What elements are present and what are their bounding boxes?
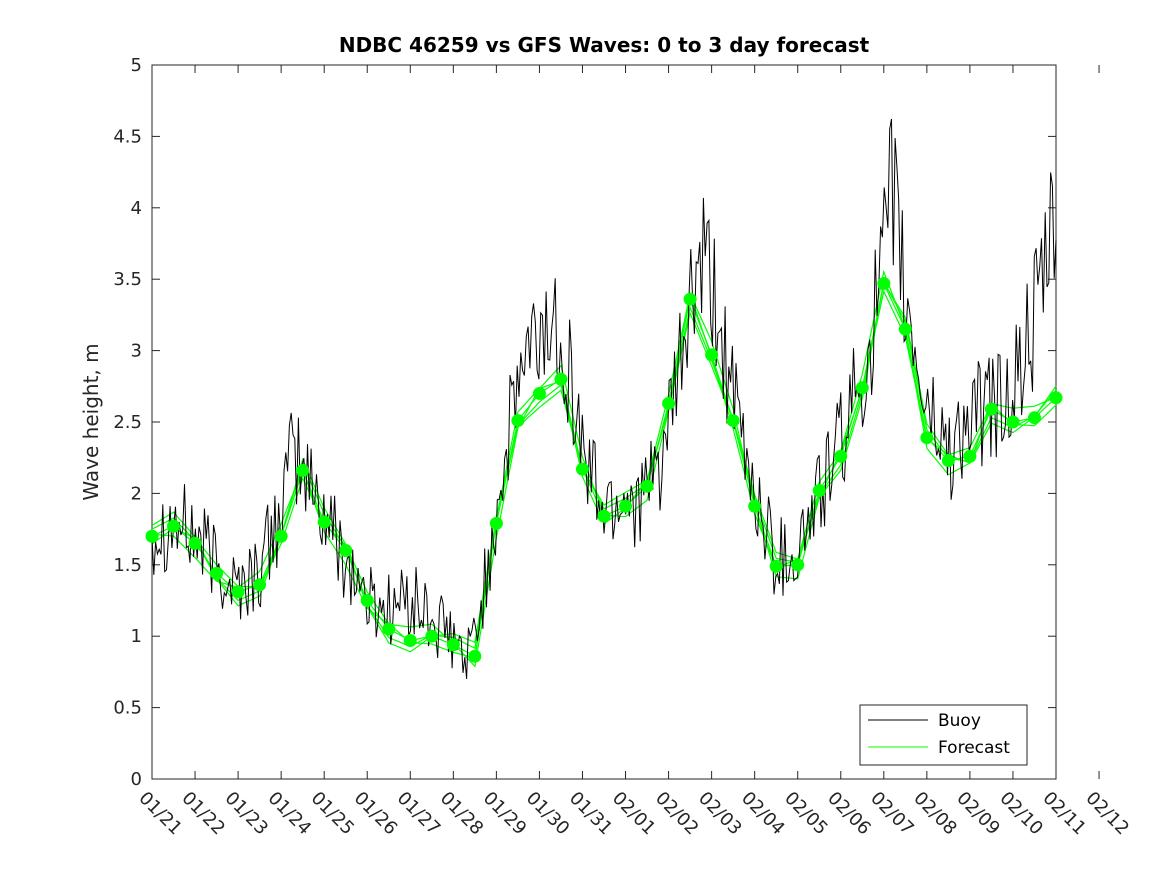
forecast-point (662, 396, 676, 410)
forecast-point (446, 638, 460, 652)
y-tick-label: 2 (131, 483, 142, 504)
forecast-point (231, 585, 245, 599)
forecast-point (855, 381, 869, 395)
y-tick-label: 1.5 (113, 555, 142, 576)
y-tick-label: 3 (131, 341, 142, 362)
forecast-point (360, 594, 374, 607)
forecast-point (748, 499, 762, 513)
y-tick-label: 4.5 (113, 126, 142, 147)
forecast-point (812, 484, 826, 498)
forecast-point (941, 454, 955, 468)
forecast-point (468, 649, 482, 663)
forecast-point (597, 509, 611, 523)
forecast-point (188, 536, 202, 550)
forecast-point (683, 292, 697, 306)
forecast-point (145, 529, 159, 543)
forecast-line (151, 289, 1057, 659)
forecast-markers (145, 276, 1063, 663)
forecast-point (898, 322, 912, 336)
y-tick-label: 2.5 (113, 412, 142, 433)
forecast-point (619, 499, 633, 513)
forecast-point (167, 519, 181, 533)
y-tick-label: 4 (131, 198, 142, 219)
legend-buoy-label: Buoy (938, 711, 981, 731)
legend: Buoy Forecast (859, 704, 1028, 766)
forecast-point (769, 559, 783, 573)
forecast-point (554, 372, 568, 386)
forecast-point (834, 449, 848, 463)
forecast-point (382, 622, 396, 636)
forecast-point (640, 479, 654, 493)
forecast-point (296, 464, 310, 478)
forecast-point (726, 414, 740, 428)
legend-box (859, 704, 1028, 766)
forecast-line (151, 281, 1057, 653)
forecast-point (791, 558, 805, 572)
forecast-point (403, 633, 417, 647)
forecast-point (705, 348, 719, 362)
forecast-point (425, 629, 439, 643)
forecast-point (253, 578, 267, 592)
forecast-point (920, 431, 934, 445)
forecast-point (1049, 391, 1063, 405)
forecast-point (877, 276, 891, 290)
forecast-point (489, 516, 503, 530)
forecast-point (963, 449, 977, 463)
forecast-point (532, 386, 546, 400)
forecast-point (210, 566, 224, 580)
forecast-point (339, 544, 353, 558)
forecast-point (274, 529, 288, 543)
y-tick-label: 0.5 (113, 698, 142, 719)
forecast-point (984, 402, 998, 416)
y-axis-label: Wave height, m (79, 343, 103, 500)
forecast-point (317, 515, 331, 529)
legend-forecast-label: Forecast (938, 738, 1010, 758)
forecast-point (1006, 415, 1020, 429)
y-tick-label: 1 (131, 626, 142, 647)
y-tick-label: 0 (131, 769, 142, 790)
y-tick-label: 5 (131, 55, 142, 76)
forecast-point (1027, 411, 1041, 425)
buoy-line (151, 118, 1057, 680)
forecast-point (575, 462, 589, 476)
chart-title: NDBC 46259 vs GFS Waves: 0 to 3 day fore… (339, 33, 870, 57)
y-tick-label: 3.5 (113, 269, 142, 290)
forecast-point (511, 414, 525, 428)
